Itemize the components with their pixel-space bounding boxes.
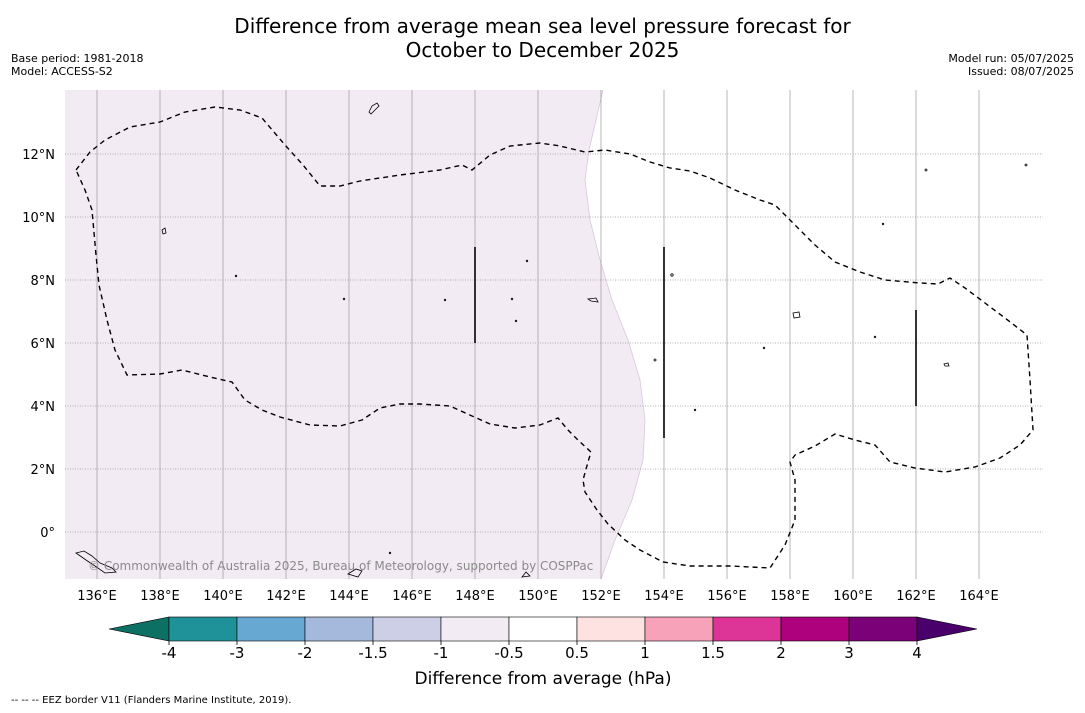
island-outline xyxy=(521,571,531,578)
colorbar-tick-label: 1 xyxy=(640,644,650,662)
lat-tick-label: 0° xyxy=(40,526,55,541)
island-outline xyxy=(586,297,599,303)
run-info: Model run: 05/07/2025 Issued: 08/07/2025 xyxy=(948,52,1074,78)
island-dot xyxy=(762,346,766,350)
island-outline xyxy=(368,102,380,115)
lon-tick-label: 164°E xyxy=(959,589,999,604)
island-dot xyxy=(514,319,518,323)
colorbar-tick-label: 3 xyxy=(844,644,854,662)
colorbar-swatch xyxy=(508,616,578,642)
island-dot xyxy=(525,259,529,263)
lon-tick-label: 136°E xyxy=(77,589,117,604)
island-outline xyxy=(75,550,117,574)
colorbar-title: Difference from average (hPa) xyxy=(415,669,672,689)
colorbar-extend-high xyxy=(916,616,978,642)
island-outline xyxy=(161,227,167,235)
colorbar: -4 -3 -2 -1.5 -1 -0.5 0.5 1 1.5 2 3 4 xyxy=(108,616,978,662)
island-dot xyxy=(881,222,885,226)
copyright-text: © Commonwealth of Australia 2025, Bureau… xyxy=(88,559,593,573)
island-dot xyxy=(873,335,877,339)
colorbar-tick-label: -1 xyxy=(434,644,449,662)
lat-tick-label: 8°N xyxy=(31,274,56,289)
island-dot xyxy=(510,297,514,301)
lon-tick-label: 156°E xyxy=(707,589,747,604)
colorbar-tick-label: 2 xyxy=(776,644,786,662)
lon-tick-label: 150°E xyxy=(518,589,558,604)
lat-tick-label: 12°N xyxy=(22,148,55,163)
island-dot xyxy=(653,358,657,362)
island-dot xyxy=(388,551,392,555)
lon-tick-label: 138°E xyxy=(140,589,180,604)
below-average-region xyxy=(65,90,645,579)
model-name-text: Model: ACCESS-S2 xyxy=(11,65,113,78)
island-dot xyxy=(924,168,928,172)
islands xyxy=(75,102,1028,578)
island-outline xyxy=(792,311,801,319)
colorbar-swatch xyxy=(576,616,646,642)
lon-tick-label: 148°E xyxy=(455,589,495,604)
eez-lines xyxy=(474,247,917,438)
island-dot xyxy=(1024,163,1028,167)
colorbar-tick-label: 0.5 xyxy=(565,644,589,662)
colorbar-swatch xyxy=(168,616,238,642)
lat-tick-label: 10°N xyxy=(22,211,55,226)
lon-tick-label: 162°E xyxy=(896,589,936,604)
lon-tick-label: 146°E xyxy=(392,589,432,604)
colorbar-swatch xyxy=(644,616,714,642)
title-line-1: Difference from average mean sea level p… xyxy=(234,14,851,38)
colorbar-tick-label: -1.5 xyxy=(358,644,387,662)
map-panel xyxy=(65,89,1043,580)
issued-date-text: Issued: 08/07/2025 xyxy=(967,65,1074,78)
lon-tick-labels: 136°E 138°E 140°E 142°E 144°E 146°E 148°E 150°E… xyxy=(77,589,999,604)
colorbar-tick-label: -0.5 xyxy=(494,644,523,662)
colorbar-swatch xyxy=(236,616,306,642)
title-line-2: October to December 2025 xyxy=(405,38,680,62)
lon-tick-label: 154°E xyxy=(644,589,684,604)
eez-legend-note: -- -- -- EEZ border V11 (Flanders Marine… xyxy=(11,695,292,706)
island-dot xyxy=(693,408,697,412)
colorbar-swatch xyxy=(848,616,918,642)
model-run-text: Model run: 05/07/2025 xyxy=(948,52,1074,65)
lon-tick-label: 144°E xyxy=(329,589,369,604)
colorbar-swatch xyxy=(440,616,510,642)
lat-tick-label: 6°N xyxy=(31,337,56,352)
graticule-lat xyxy=(65,153,1043,533)
eez-border xyxy=(75,106,1034,569)
lat-tick-label: 2°N xyxy=(31,463,56,478)
colorbar-tick-label: 4 xyxy=(912,644,922,662)
colorbar-tick-label: -4 xyxy=(162,644,177,662)
model-info: Base period: 1981-2018 Model: ACCESS-S2 xyxy=(11,52,143,78)
colorbar-swatch xyxy=(304,616,374,642)
island-dot xyxy=(443,298,447,302)
island-dot xyxy=(342,297,346,301)
lat-tick-labels: 12°N 10°N 8°N 6°N 4°N 2°N 0° xyxy=(22,148,55,541)
lon-tick-label: 158°E xyxy=(770,589,810,604)
island-outline xyxy=(943,362,950,367)
colorbar-swatch xyxy=(372,616,442,642)
colorbar-swatch xyxy=(780,616,850,642)
lon-tick-label: 140°E xyxy=(203,589,243,604)
island-dot xyxy=(670,273,674,277)
colorbar-swatch xyxy=(712,616,782,642)
base-period-text: Base period: 1981-2018 xyxy=(11,52,144,65)
region-boundary xyxy=(584,89,646,580)
page-title: Difference from average mean sea level p… xyxy=(0,14,1085,62)
colorbar-extend-low xyxy=(108,616,170,642)
colorbar-tick-label: -3 xyxy=(230,644,245,662)
colorbar-tick-label: 1.5 xyxy=(701,644,725,662)
lon-tick-label: 142°E xyxy=(266,589,306,604)
island-dot xyxy=(234,274,238,278)
lon-tick-label: 152°E xyxy=(581,589,621,604)
lat-tick-label: 4°N xyxy=(31,400,56,415)
colorbar-tick-label: -2 xyxy=(298,644,313,662)
island-outline xyxy=(347,568,363,578)
lon-tick-label: 160°E xyxy=(833,589,873,604)
